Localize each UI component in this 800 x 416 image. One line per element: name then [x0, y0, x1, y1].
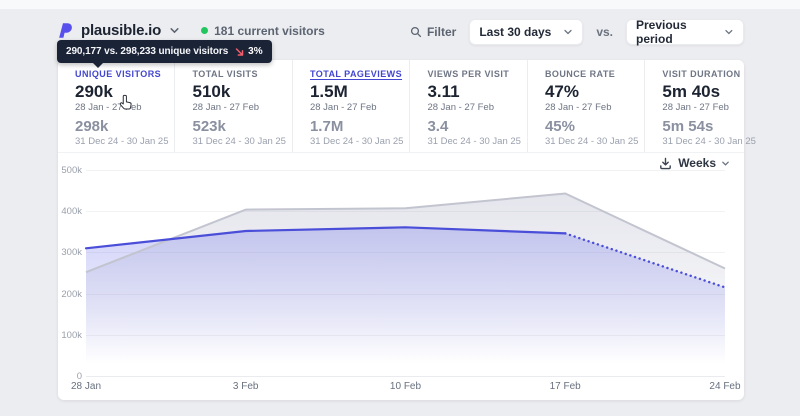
metric-hover-tooltip: 290,177 vs. 298,233 unique visitors 3%: [57, 40, 272, 63]
y-tick: 400k: [61, 206, 82, 218]
vs-label: vs.: [596, 25, 613, 39]
x-tick: 3 Feb: [232, 381, 259, 392]
filter-button[interactable]: Filter: [410, 25, 456, 39]
chevron-down-icon: [722, 161, 729, 166]
y-tick: 200k: [61, 288, 82, 300]
stat-total-pageviews[interactable]: TOTAL PAGEVIEWS 1.5M 28 Jan - 27 Feb 1.7…: [291, 60, 409, 152]
gridline-500k: [86, 170, 725, 171]
tooltip-text: 290,177 vs. 298,233 unique visitors: [66, 46, 229, 57]
download-icon[interactable]: [659, 157, 672, 170]
interval-control: Weeks: [659, 156, 730, 170]
header-controls: Filter Last 30 days vs. Previous period: [410, 18, 744, 46]
stat-bounce-rate[interactable]: BOUNCE RATE 47% 28 Jan - 27 Feb 45% 31 D…: [526, 60, 644, 152]
live-dot-icon: [201, 27, 209, 34]
dashboard-card: UNIQUE VISITORS 290k 28 Jan - 27 Feb 298…: [58, 60, 756, 400]
chevron-down-icon: [725, 29, 733, 35]
current-period-dotted-line: [564, 232, 727, 289]
tooltip-percent: 3%: [248, 46, 263, 57]
x-tick: 17 Feb: [549, 381, 581, 392]
previous-period-line: [85, 192, 726, 274]
comparison-dropdown[interactable]: Previous period: [626, 18, 744, 46]
top-strip: [0, 0, 800, 9]
date-range-dropdown[interactable]: Last 30 days: [469, 19, 584, 45]
current-visitors-label: 181 current visitors: [214, 23, 325, 38]
stat-total-visits[interactable]: TOTAL VISITS 510k 28 Jan - 27 Feb 523k 3…: [174, 60, 291, 152]
chevron-down-icon[interactable]: [169, 25, 180, 36]
current-period-line: [84, 226, 567, 250]
current-visitors[interactable]: 181 current visitors: [201, 24, 325, 38]
y-tick: 0: [76, 371, 82, 382]
plausible-logo-icon: [59, 23, 72, 38]
comparison-value: Previous period: [636, 18, 687, 46]
stat-visit-duration[interactable]: VISIT DURATION 5m 40s 28 Jan - 27 Feb 5m…: [644, 60, 761, 152]
search-icon: [410, 26, 422, 38]
tooltip-caret: [93, 63, 103, 68]
chevron-down-icon: [564, 29, 572, 35]
y-tick: 500k: [61, 165, 82, 176]
trend-down-icon: [235, 47, 244, 56]
stat-unique-visitors[interactable]: UNIQUE VISITORS 290k 28 Jan - 27 Feb 298…: [75, 69, 169, 147]
x-tick: 28 Jan: [70, 381, 102, 392]
site-header: plausible.io 181 current visitors: [57, 21, 325, 40]
interval-dropdown[interactable]: Weeks: [678, 156, 730, 170]
interval-label: Weeks: [678, 156, 716, 170]
date-range-value: Last 30 days: [479, 25, 552, 39]
stat-views-per-visit[interactable]: VIEWS PER VISIT 3.11 28 Jan - 27 Feb 3.4…: [409, 60, 526, 152]
y-tick: 300k: [61, 247, 82, 259]
filter-label: Filter: [426, 25, 457, 39]
gridline-0: [86, 376, 725, 377]
top-stats-row: UNIQUE VISITORS 290k 28 Jan - 27 Feb 298…: [58, 60, 756, 153]
tooltip-change: 3%: [235, 46, 263, 57]
site-name[interactable]: plausible.io: [81, 22, 162, 39]
chart-plot-area[interactable]: [84, 170, 727, 376]
visitors-chart: Weeks 500k 400k 300k 200k 100k 0: [58, 153, 744, 399]
x-tick: 10 Feb: [389, 381, 422, 392]
current-period-area: [86, 227, 725, 376]
y-tick: 100k: [61, 329, 82, 341]
x-tick: 24 Feb: [709, 381, 741, 392]
